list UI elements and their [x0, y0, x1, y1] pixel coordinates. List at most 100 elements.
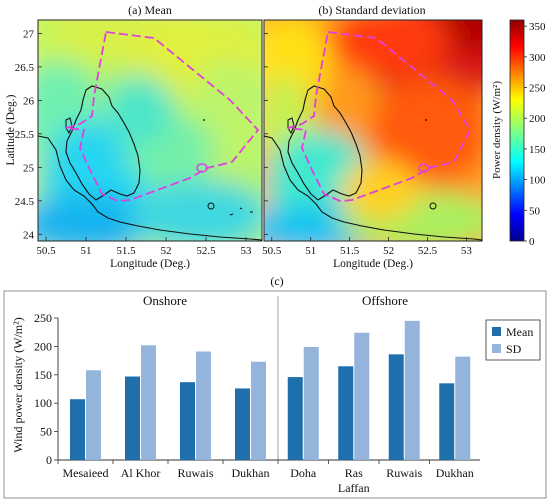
colorbar-tick-label: 200 — [529, 113, 546, 125]
sd-map-frame — [263, 19, 483, 242]
bar-mean-mesaieed — [70, 399, 85, 460]
bar-category-label: Laffan — [338, 481, 370, 495]
legend-swatch-mean — [492, 327, 501, 336]
boundary-loop-a — [196, 163, 208, 173]
colorbar-ticks: 0 50 100 150 200 250 300 350 — [524, 21, 546, 248]
mean-map-xtick-label: 51 — [81, 245, 92, 257]
legend-swatch-sd — [492, 344, 501, 353]
bar-chart: Onshore Offshore Wind power density (W/m… — [3, 290, 547, 499]
bar-chart-ylabel: Wind power density (W/m²) — [11, 317, 25, 452]
colorbar-tick-label: 50 — [529, 205, 541, 217]
sd-map-xtick-label: 52 — [383, 245, 394, 257]
saudi-coastline-a — [38, 135, 262, 241]
colorbar-tick-label: 0 — [529, 236, 535, 248]
legend-label-sd: SD — [506, 342, 522, 356]
mean-map-axes: 50.5 51 51.5 52 52.5 53 24 24.5 25 25.5 26 26.5 27 — [15, 28, 252, 257]
mean-map-frame — [37, 19, 263, 242]
bar-sd-ras-laffan — [354, 332, 370, 460]
sd-map-xlabel: Longitude (Deg.) — [333, 258, 413, 270]
legend-label-mean: Mean — [506, 325, 533, 339]
colorbar-tick-label: 250 — [529, 83, 546, 95]
bar-mean-dukhan — [439, 383, 455, 460]
mean-map-ylabel: Latitude (Deg.) — [5, 94, 17, 165]
bar-category-label: Ruwais — [178, 466, 214, 480]
mean-map-ytick-label: 24.5 — [15, 196, 35, 208]
bahrain-a — [65, 117, 73, 135]
bar-category-label: Ruwais — [386, 466, 422, 480]
bar-sd-ruwais — [404, 320, 420, 460]
sd-map-xtick-label: 52.5 — [418, 245, 438, 257]
mean-map-ytick-label: 25 — [23, 162, 35, 174]
colorbar-gradient — [509, 19, 525, 242]
sd-map-title: (b) Standard deviation — [318, 3, 425, 17]
colorbar-tick-label: 300 — [529, 52, 546, 64]
bar-category-labels: Mesaieed Al Khor Ruwais Dukhan Doha RasLaffan… — [57, 460, 474, 495]
bar-mean-doha — [287, 377, 303, 460]
bars — [70, 320, 471, 460]
uae-islands-a — [229, 207, 253, 216]
bar-legend: Mean SD — [485, 319, 541, 361]
bar-panel-title: (c) — [270, 274, 283, 288]
mean-map-xtick-label: 53 — [241, 245, 253, 257]
mean-map-ytick-label: 27 — [23, 28, 35, 40]
colorbar: 0 50 100 150 200 250 300 350 Power density (W/m… — [491, 19, 546, 248]
mean-map-ytick-label: 25.5 — [15, 129, 35, 141]
bar-mean-ruwais — [388, 354, 404, 460]
sd-map-xtick-label: 53 — [461, 245, 473, 257]
island-b — [429, 202, 437, 210]
bar-chart-outer-frame — [3, 290, 547, 499]
mean-map-xlabel: Longitude (Deg.) — [110, 258, 190, 270]
bar-mean-al-khor — [125, 376, 140, 460]
sd-map-xtick-label: 51.5 — [340, 245, 360, 257]
boundary-loop-b — [418, 163, 430, 173]
saudi-coastline-b — [264, 135, 482, 241]
bar-ytick-label: 150 — [34, 368, 52, 382]
bar-category-label: Ras — [345, 466, 363, 480]
mean-map-ytick-label: 24 — [23, 229, 35, 241]
bar-sd-ruwais — [196, 351, 211, 460]
group-label-onshore: Onshore — [143, 293, 187, 308]
bar-ytick-label: 250 — [34, 311, 52, 325]
mean-map-panel: (a) Mean — [37, 3, 263, 242]
sd-map-xtick-label: 50.5 — [262, 245, 282, 257]
colorbar-label: Power density (W/m²) — [491, 81, 503, 179]
bar-category-label: Dukhan — [436, 466, 474, 480]
sd-map-panel: (b) Standard deviation — [263, 3, 483, 242]
mean-map-ytick-label: 26 — [23, 95, 35, 107]
mean-map-xtick-label: 50.5 — [36, 245, 56, 257]
bar-mean-dukhan — [235, 388, 250, 460]
mean-map-xtick-label: 51.5 — [116, 245, 136, 257]
bar-sd-dukhan — [251, 361, 266, 460]
mean-map-xtick-label: 52.5 — [196, 245, 216, 257]
mean-map-xtick-label: 52 — [161, 245, 172, 257]
bar-category-label: Mesaieed — [63, 466, 109, 480]
bar-ytick-label: 200 — [34, 339, 52, 353]
coastline-b — [264, 31, 482, 241]
sd-map-axes: 50.5 51 51.5 52 52.5 53 — [262, 32, 473, 257]
bar-mean-ruwais — [180, 382, 195, 460]
mean-map-title: (a) Mean — [128, 3, 172, 17]
bar-sd-doha — [303, 346, 319, 460]
bar-legend-frame — [485, 319, 541, 361]
qatar-coastline-a — [65, 85, 141, 201]
bar-sd-al-khor — [141, 345, 156, 460]
bar-category-label: Dukhan — [232, 466, 270, 480]
boundary-a — [65, 31, 260, 202]
colorbar-tick-label: 150 — [529, 144, 546, 156]
bar-category-label: Al Khor — [121, 466, 161, 480]
bahrain-b — [287, 117, 295, 135]
bar-sd-mesaieed — [86, 370, 101, 460]
colorbar-tick-label: 350 — [529, 21, 546, 33]
bar-mean-ras-laffan — [338, 366, 354, 460]
mean-map-ytick-label: 26.5 — [15, 62, 35, 74]
qatar-coastline-b — [287, 85, 363, 201]
sd-map-xtick-label: 51 — [305, 245, 316, 257]
bar-ytick-label: 50 — [40, 425, 52, 439]
boundary-b — [287, 31, 472, 202]
bar-category-label: Doha — [290, 466, 317, 480]
bar-ytick-label: 100 — [34, 396, 52, 410]
group-label-offshore: Offshore — [362, 293, 408, 308]
bar-ytick-label: 0 — [46, 453, 52, 467]
coastline-a — [38, 31, 262, 241]
